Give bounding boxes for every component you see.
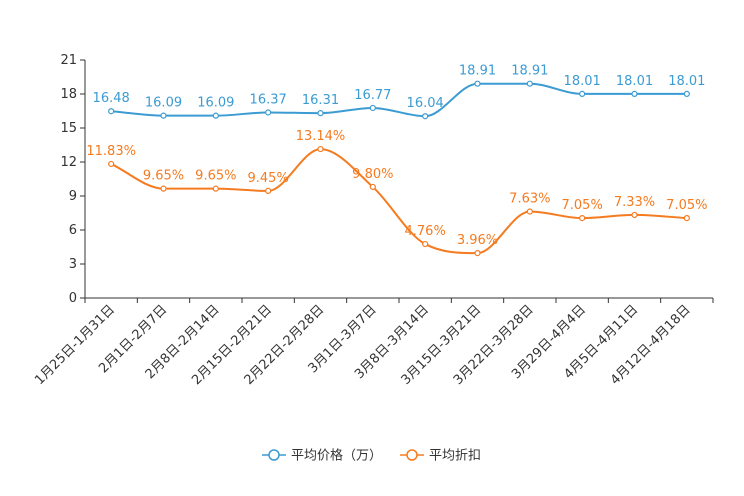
data-point[interactable]: [108, 108, 115, 115]
data-point[interactable]: [422, 113, 429, 120]
y-tick-label: 0: [69, 291, 77, 306]
series-line-0: [111, 82, 687, 118]
data-point[interactable]: [526, 208, 533, 215]
data-label: 18.91: [511, 64, 548, 79]
y-tick-label: 15: [60, 121, 77, 136]
legend-label: 平均价格（万）: [291, 448, 382, 464]
data-label: 18.91: [459, 64, 496, 79]
data-point[interactable]: [212, 112, 219, 119]
data-label: 9.65%: [143, 169, 184, 184]
data-point[interactable]: [265, 109, 272, 116]
data-label: 3.96%: [457, 233, 498, 248]
data-point[interactable]: [160, 112, 167, 119]
data-point[interactable]: [579, 90, 586, 97]
y-axis: 0 3 6 9 12 15 18 21: [60, 53, 86, 306]
data-point[interactable]: [474, 80, 481, 87]
data-point[interactable]: [265, 187, 272, 194]
data-point[interactable]: [579, 215, 586, 222]
y-tick-label: 12: [60, 155, 77, 170]
data-label: 18.01: [616, 74, 653, 89]
data-point[interactable]: [369, 183, 376, 191]
data-label: 7.05%: [562, 198, 603, 213]
data-label: 16.48: [93, 91, 130, 106]
data-point[interactable]: [108, 160, 115, 168]
x-axis: 1月25日-1月31日2月1日-2月7日2月8日-2月14日2月15日-2月21…: [32, 297, 714, 388]
data-label: 16.77: [354, 88, 391, 103]
data-label: 9.65%: [195, 169, 236, 184]
data-point[interactable]: [160, 185, 167, 192]
legend[interactable]: 平均价格（万） 平均折扣: [262, 448, 481, 464]
data-point[interactable]: [317, 110, 324, 117]
data-point[interactable]: [422, 240, 429, 248]
data-label: 16.37: [250, 92, 287, 107]
y-tick-label: 21: [60, 53, 77, 68]
data-label: 7.63%: [509, 192, 550, 207]
data-point[interactable]: [317, 145, 324, 153]
data-label: 16.09: [145, 96, 182, 111]
data-point[interactable]: [683, 90, 690, 97]
data-label: 4.76%: [405, 224, 446, 239]
y-tick-label: 6: [69, 223, 77, 238]
legend-marker: [268, 449, 280, 461]
legend-marker: [406, 449, 418, 461]
data-point[interactable]: [526, 80, 533, 87]
data-label: 7.33%: [614, 195, 655, 210]
data-point[interactable]: [212, 185, 219, 192]
data-label: 16.09: [197, 96, 234, 111]
data-label: 13.14%: [296, 129, 346, 144]
plot-area: 16.48 16.09 16.09 16.37 16.31 16.77 16.04 18.91…: [86, 64, 707, 257]
y-tick-label: 18: [60, 87, 77, 102]
data-label: 9.45%: [248, 171, 289, 186]
data-label: 11.83%: [86, 144, 136, 159]
data-label: 18.01: [668, 74, 705, 89]
y-tick-label: 9: [69, 189, 77, 204]
data-label: 7.05%: [666, 198, 707, 213]
legend-label: 平均折扣: [429, 449, 481, 464]
y-tick-label: 3: [69, 257, 77, 272]
data-point[interactable]: [631, 211, 638, 219]
data-label: 18.01: [564, 74, 601, 89]
data-label: 16.04: [407, 96, 444, 111]
data-point[interactable]: [631, 90, 638, 97]
legend-item-0[interactable]: 平均价格（万）: [262, 448, 382, 464]
data-label: 16.31: [302, 93, 339, 108]
data-point[interactable]: [369, 104, 376, 112]
data-label: 9.80%: [352, 167, 393, 182]
legend-item-1[interactable]: 平均折扣: [400, 449, 481, 464]
data-point[interactable]: [683, 215, 690, 222]
data-point[interactable]: [474, 250, 481, 257]
